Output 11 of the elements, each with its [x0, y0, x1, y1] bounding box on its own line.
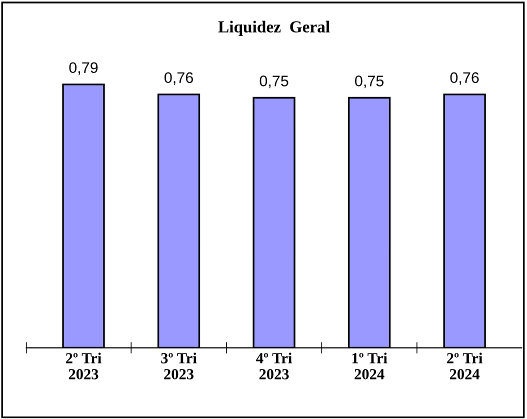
- data-label: 0,76: [164, 72, 193, 85]
- data-label: 0,76: [450, 72, 479, 85]
- x-tick-label: 1º Tri 2024: [352, 352, 388, 380]
- data-label: 0,75: [355, 76, 384, 88]
- chart-title: Liquidez Geral: [218, 20, 330, 36]
- data-label: 0,79: [69, 62, 98, 75]
- x-tick-label: 3º Tri 2023: [161, 352, 197, 380]
- data-label: 0,75: [260, 76, 288, 88]
- x-tick-label: 2º Tri 2024: [447, 352, 483, 380]
- x-tick-label: 4º Tri 2023: [256, 352, 292, 380]
- x-tick-label: 2º Tri 2023: [66, 352, 102, 380]
